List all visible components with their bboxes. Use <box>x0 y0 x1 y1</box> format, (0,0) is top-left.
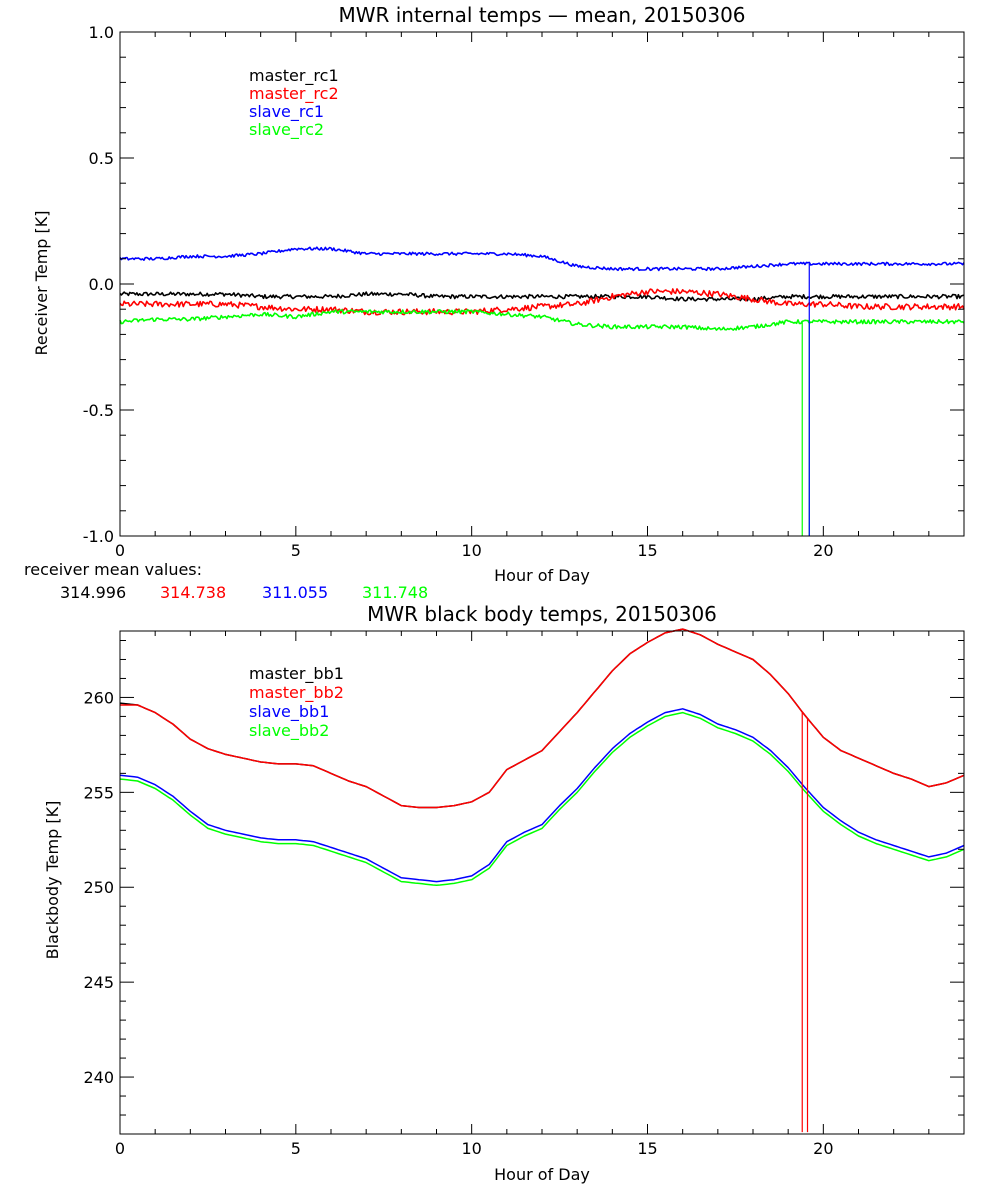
legend-entry-slave-bb1: slave_bb1 <box>249 702 329 722</box>
legend-entry-master-bb1: master_bb1 <box>249 664 344 684</box>
receiver-mean-value: 311.055 <box>262 583 328 602</box>
series-slave-1 <box>119 708 965 883</box>
y-tick-label: 1.0 <box>89 23 114 42</box>
plot-frame <box>119 31 965 537</box>
x-tick-label: 15 <box>637 541 657 560</box>
y-tick-label: -1.0 <box>83 527 114 546</box>
y-tick-label: -0.5 <box>83 401 114 420</box>
chart-title: MWR black body temps, 20150306 <box>367 602 717 626</box>
y-tick-label: 255 <box>83 783 114 802</box>
receiver-mean-value: 314.738 <box>160 583 226 602</box>
x-tick-label: 20 <box>813 1139 833 1158</box>
x-tick-label: 15 <box>637 1139 657 1158</box>
series-slave-1 <box>119 246 965 272</box>
receiver-mean-label: receiver mean values: <box>24 560 202 579</box>
y-tick-label: 250 <box>83 878 114 897</box>
series-slave-2 <box>119 711 965 887</box>
x-tick-label: 0 <box>115 1139 125 1158</box>
legend: master_bb1 master_bb2 slave_bb1 slave_bb… <box>249 664 344 741</box>
y-tick-label: 0.5 <box>89 149 114 168</box>
legend: master_rc1 master_rc2 slave_rc1 slave_rc… <box>249 66 339 140</box>
y-tick-label: 240 <box>83 1068 114 1087</box>
receiver-mean-value: 314.996 <box>60 583 126 602</box>
legend-entry-slave-rc2: slave_rc2 <box>249 120 324 140</box>
receiver-mean-value: 311.748 <box>362 583 428 602</box>
legend-entry-master-rc1: master_rc1 <box>249 66 339 86</box>
x-tick-label: 0 <box>115 541 125 560</box>
series-master-2 <box>120 628 965 809</box>
x-tick-label: 20 <box>813 541 833 560</box>
y-axis-label: Receiver Temp [K] <box>32 210 51 355</box>
series-master-1 <box>119 291 965 302</box>
y-axis-label: Blackbody Temp [K] <box>43 801 62 960</box>
x-axis-label: Hour of Day <box>494 1165 590 1184</box>
y-tick-label: 0.0 <box>89 275 114 294</box>
legend-entry-slave-bb2: slave_bb2 <box>249 721 329 741</box>
x-axis-label: Hour of Day <box>494 566 590 585</box>
x-tick-label: 10 <box>461 1139 481 1158</box>
legend-entry-master-bb2: master_bb2 <box>249 683 344 703</box>
x-tick-label: 10 <box>461 541 481 560</box>
y-tick-label: 245 <box>83 973 114 992</box>
y-tick-label: 260 <box>83 688 114 707</box>
chart-title: MWR internal temps — mean, 20150306 <box>338 3 745 27</box>
series-master-2 <box>119 288 965 316</box>
legend-entry-master-rc2: master_rc2 <box>249 84 339 104</box>
blackbody-temp-chart: MWR black body temps, 20150306 Blackbody… <box>43 602 965 1184</box>
receiver-mean-values: receiver mean values: 314.996 314.738 31… <box>24 560 428 602</box>
plot-frame <box>119 630 965 1135</box>
receiver-temp-chart: MWR internal temps — mean, 20150306 Rece… <box>32 3 965 585</box>
series-slave-2 <box>119 309 965 331</box>
legend-entry-slave-rc1: slave_rc1 <box>249 102 324 122</box>
x-tick-label: 5 <box>291 541 301 560</box>
x-tick-label: 5 <box>291 1139 301 1158</box>
